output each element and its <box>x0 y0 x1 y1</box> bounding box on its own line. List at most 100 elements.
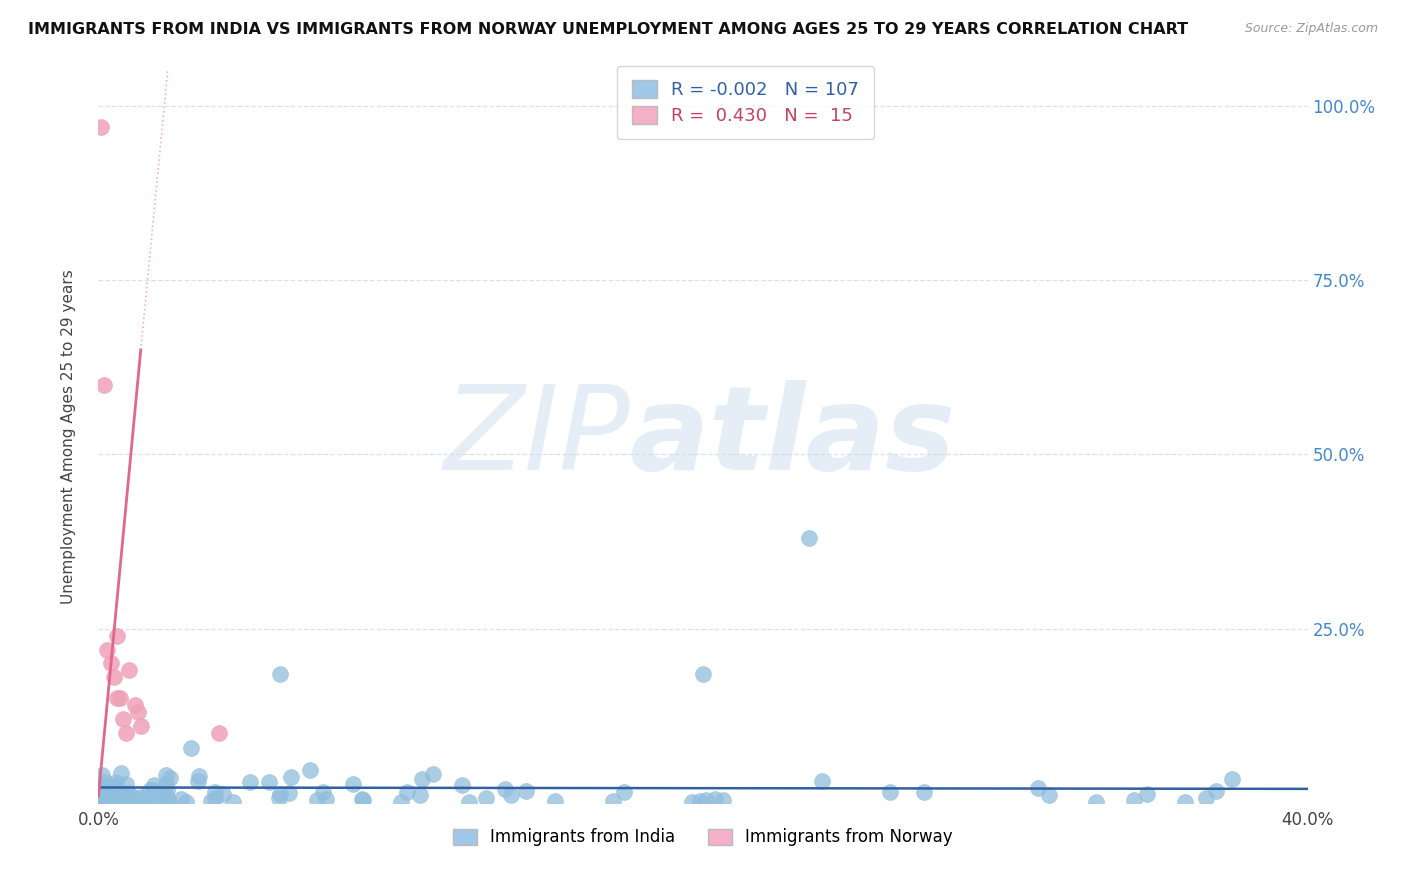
Point <box>105 691 128 706</box>
Point <box>114 777 136 791</box>
Point <box>912 785 935 799</box>
Point <box>1026 780 1049 795</box>
Point <box>156 790 179 805</box>
Point <box>97 795 120 809</box>
Point <box>108 691 131 706</box>
Point <box>879 785 901 799</box>
Point <box>408 788 430 802</box>
Point <box>100 791 122 805</box>
Point <box>174 795 197 809</box>
Point <box>1205 783 1227 797</box>
Point <box>110 766 132 780</box>
Point <box>204 784 226 798</box>
Point <box>422 767 444 781</box>
Point <box>129 719 152 733</box>
Point <box>98 783 121 797</box>
Point <box>103 795 125 809</box>
Point <box>90 768 112 782</box>
Point <box>90 791 112 805</box>
Point <box>312 785 335 799</box>
Point <box>90 777 112 791</box>
Point <box>515 784 537 798</box>
Point <box>127 705 149 719</box>
Point <box>124 698 146 713</box>
Point <box>156 783 179 797</box>
Point <box>101 780 124 794</box>
Point <box>134 791 156 805</box>
Point <box>1084 795 1107 809</box>
Point <box>457 795 479 809</box>
Point <box>257 775 280 789</box>
Point <box>1136 788 1159 802</box>
Point <box>114 790 136 805</box>
Point <box>187 773 209 788</box>
Point <box>602 794 624 808</box>
Point <box>269 787 291 801</box>
Point <box>94 775 117 789</box>
Point <box>1038 788 1060 802</box>
Point <box>695 793 717 807</box>
Point <box>811 773 834 788</box>
Point <box>143 795 166 809</box>
Point <box>475 791 498 805</box>
Point <box>96 642 118 657</box>
Point <box>299 763 322 777</box>
Point <box>96 789 118 803</box>
Point <box>104 793 127 807</box>
Point <box>499 789 522 803</box>
Point <box>681 795 703 809</box>
Point <box>267 791 290 805</box>
Point <box>188 769 211 783</box>
Point <box>111 712 134 726</box>
Point <box>689 794 711 808</box>
Point <box>389 795 412 809</box>
Point <box>1123 793 1146 807</box>
Point <box>180 741 202 756</box>
Point <box>117 786 139 800</box>
Point <box>157 794 180 808</box>
Point <box>131 794 153 808</box>
Point <box>1174 795 1197 809</box>
Point <box>222 795 245 809</box>
Point <box>692 667 714 681</box>
Point <box>122 789 145 804</box>
Point <box>93 778 115 792</box>
Point <box>105 629 128 643</box>
Point <box>1195 790 1218 805</box>
Point <box>797 531 820 545</box>
Point <box>104 780 127 794</box>
Point <box>103 780 125 794</box>
Point <box>703 791 725 805</box>
Point <box>100 786 122 800</box>
Point <box>139 783 162 797</box>
Point <box>105 774 128 789</box>
Point <box>342 777 364 791</box>
Point <box>159 771 181 785</box>
Point <box>280 770 302 784</box>
Point <box>114 726 136 740</box>
Point <box>494 782 516 797</box>
Point <box>142 778 165 792</box>
Point <box>100 657 122 671</box>
Point <box>155 777 177 791</box>
Point <box>155 768 177 782</box>
Point <box>90 120 112 134</box>
Point <box>115 787 138 801</box>
Point <box>543 794 565 808</box>
Point <box>103 670 125 684</box>
Point <box>118 664 141 678</box>
Text: ZIP: ZIP <box>444 380 630 494</box>
Text: Source: ZipAtlas.com: Source: ZipAtlas.com <box>1244 22 1378 36</box>
Point <box>239 775 262 789</box>
Point <box>129 790 152 805</box>
Point <box>91 788 114 802</box>
Point <box>1220 772 1243 786</box>
Point <box>269 667 291 681</box>
Point <box>352 793 374 807</box>
Point <box>411 772 433 786</box>
Point <box>278 787 301 801</box>
Point <box>305 793 328 807</box>
Point <box>315 792 337 806</box>
Legend: Immigrants from India, Immigrants from Norway: Immigrants from India, Immigrants from N… <box>447 822 959 853</box>
Point <box>169 792 191 806</box>
